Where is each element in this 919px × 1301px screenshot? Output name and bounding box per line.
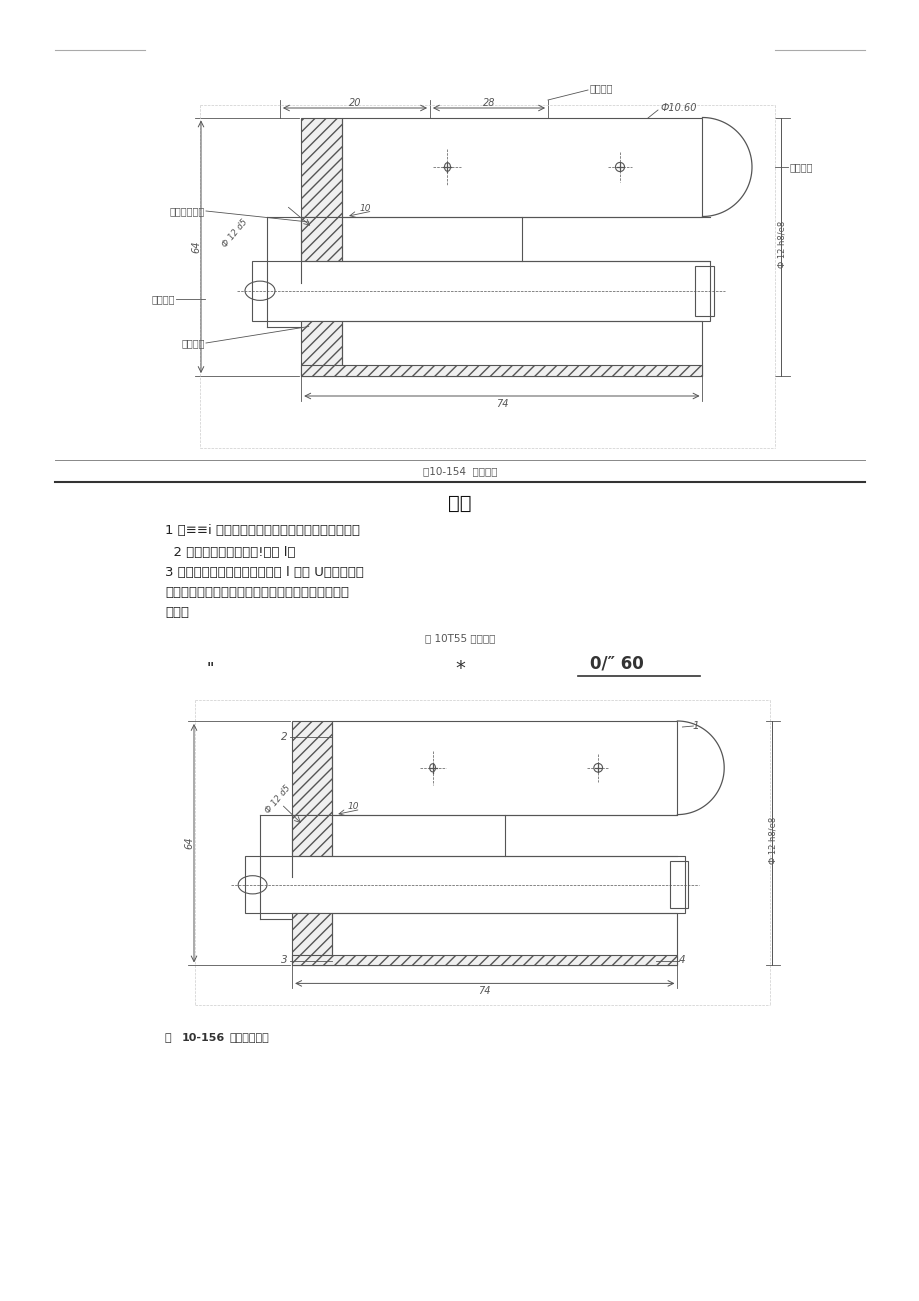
Text: 图10-154  标注尺寸: 图10-154 标注尺寸 [423,466,496,476]
Text: 3 都在堀口前必须豳晴轩净，羽 l 有球 U、飞边、氧: 3 都在堀口前必须豳晴轩净，羽 l 有球 U、飞边、氧 [165,566,364,579]
Text: 3: 3 [280,955,288,965]
Text: 74: 74 [495,399,507,409]
Text: 化皮、锈蚀、切削、渊、灰尘和海亏并应符合相＾吉: 化皮、锈蚀、切削、渊、灰尘和海亏并应符合相＾吉 [165,585,348,598]
Text: 安装尺寸: 安装尺寸 [589,83,613,92]
Text: 要求: 要求 [448,493,471,513]
Text: 10-156: 10-156 [182,1033,225,1043]
Bar [292,955,676,965]
Text: 1: 1 [691,721,698,731]
Text: 2 各零、部的诉相对位!应御 l。: 2 各零、部的诉相对位!应御 l。 [165,545,295,558]
Bar [332,721,676,814]
Text: 64: 64 [191,241,200,252]
Text: 28: 28 [482,98,494,108]
Text: Ф 12 d5: Ф 12 d5 [221,217,249,248]
Bar [292,814,332,856]
Text: 64: 64 [184,837,194,850]
Text: 其他重要尺寸: 其他重要尺寸 [170,206,205,216]
Text: 0/″ 60: 0/″ 60 [589,654,643,673]
Text: 10: 10 [358,204,370,213]
Bar [342,321,702,376]
Text: Ф 12 h8/e8: Ф 12 h8/e8 [777,220,786,268]
Text: 庭求。: 庭求。 [165,605,188,618]
Bar [694,265,713,316]
Bar [332,814,504,856]
Bar [301,321,342,376]
Text: 4: 4 [678,955,685,965]
Text: 1 必≡≡i 十、工艺要求及本艇砸关标准进行装配。: 1 必≡≡i 十、工艺要求及本艇砸关标准进行装配。 [165,523,359,536]
Bar [292,913,332,965]
Bar [301,366,702,376]
Text: 20: 20 [348,98,361,108]
Text: Ф 12 h8/e8: Ф 12 h8/e8 [767,817,777,864]
Text: ": " [206,661,213,675]
Bar [301,117,342,216]
Text: 性能尺寸: 性能尺寸 [181,338,205,347]
Bar [342,117,702,216]
Text: 配合尺寸: 配合尺寸 [789,163,812,172]
Bar [301,216,342,260]
Text: 2: 2 [280,731,288,742]
Bar [342,216,522,260]
Bar [245,856,684,913]
Text: 图: 图 [165,1033,175,1043]
Bar [292,721,332,814]
Text: 外形尺寸: 外形尺寸 [152,294,175,304]
Text: *: * [455,658,464,678]
Text: 10: 10 [347,803,358,812]
Bar [669,861,687,908]
Bar [252,260,709,321]
Text: 74: 74 [478,986,491,997]
Text: Ф10.60: Ф10.60 [659,103,696,113]
Bar [332,913,676,965]
Text: 图 10T55 技术要求: 图 10T55 技术要求 [425,634,494,643]
Text: 设置零件序号: 设置零件序号 [230,1033,269,1043]
Text: Ф 12 d5: Ф 12 d5 [263,783,292,814]
